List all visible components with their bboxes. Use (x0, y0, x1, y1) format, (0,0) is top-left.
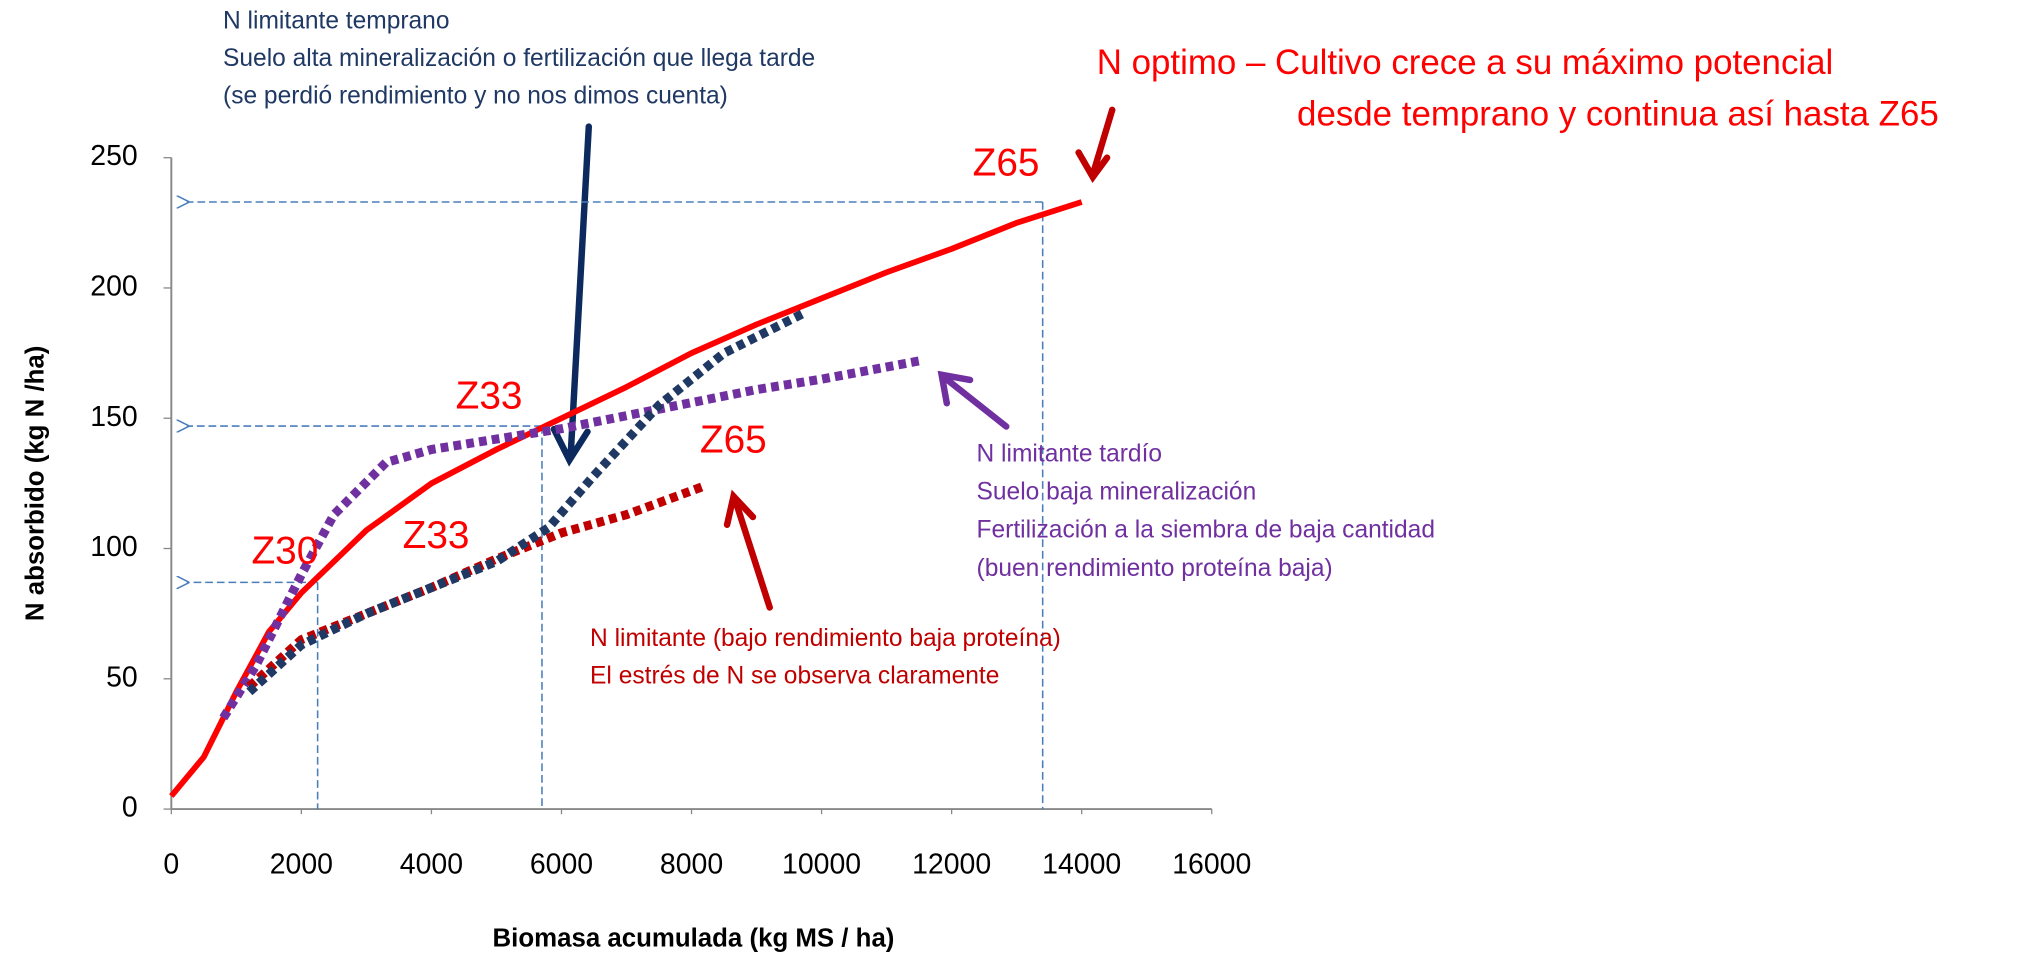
stage-label: Z33 (403, 514, 470, 557)
annotation-line: Fertilización a la siembra de baja canti… (977, 517, 1435, 544)
annotation-line: N limitante tardío (977, 440, 1163, 467)
x-tick-label: 0 (163, 848, 179, 880)
y-tick-label: 100 (90, 531, 137, 563)
x-tick-label: 4000 (400, 848, 463, 880)
x-tick-label: 8000 (660, 848, 723, 880)
y-tick-label: 250 (90, 140, 137, 172)
annotation-line: Suelo baja mineralización (977, 479, 1257, 506)
stage-label: Z65 (973, 142, 1040, 185)
annotation-line: Suelo alta mineralización o fertilizació… (223, 45, 815, 72)
stage-label: Z30 (251, 529, 318, 572)
y-tick-label: 50 (106, 661, 138, 693)
y-axis-title: N absorbido (kg N /ha) (22, 346, 50, 622)
x-tick-label: 14000 (1042, 848, 1121, 880)
stage-label: Z65 (700, 418, 767, 461)
arrow (723, 489, 773, 611)
x-tick-label: 6000 (530, 848, 593, 880)
annotation-line: desde temprano y continua así hasta Z65 (1297, 95, 1939, 134)
stage-label: Z33 (456, 374, 523, 417)
x-tick-label: 2000 (270, 848, 333, 880)
annotation-line: N limitante (bajo rendimiento baja prote… (590, 625, 1061, 652)
y-tick-label: 150 (90, 401, 137, 433)
x-axis-title: Biomasa acumulada (kg MS / ha) (493, 924, 895, 952)
arrows (550, 106, 1116, 611)
annotation-line: (se perdió rendimiento y no nos dimos cu… (223, 82, 728, 109)
arrow (1075, 106, 1116, 183)
annotation-line: N limitante temprano (223, 7, 449, 34)
annotation-line: N optimo – Cultivo crece a su máximo pot… (1097, 43, 1834, 82)
x-tick-label: 10000 (782, 848, 861, 880)
x-tick-label: 16000 (1172, 848, 1251, 880)
annotation-line: (buen rendimiento proteína baja) (977, 555, 1333, 582)
arrow (937, 370, 1010, 430)
series-line (219, 356, 920, 721)
annotation-line: El estrés de N se observa claramente (590, 663, 999, 690)
arrow (550, 123, 593, 467)
y-tick-label: 200 (90, 270, 137, 302)
y-tick-label: 0 (122, 792, 138, 824)
series-line (169, 199, 1083, 798)
x-tick-label: 12000 (912, 848, 991, 880)
series-line (246, 309, 805, 696)
